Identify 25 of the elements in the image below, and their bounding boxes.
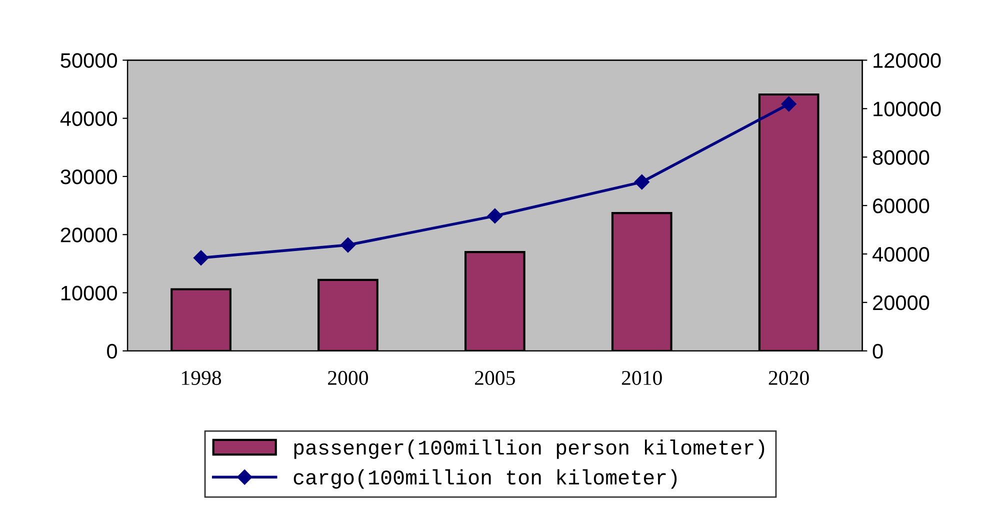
y2-tick-label: 120000 [874, 53, 941, 68]
y-tick-label: 40000 [60, 111, 117, 126]
y2-tick-label: 60000 [873, 198, 930, 214]
y-tick-label: 10000 [61, 286, 117, 300]
point [634, 174, 650, 190]
legend-label: passenger(100million person kilometer) [294, 439, 764, 459]
y2-tick-label: 0 [872, 344, 883, 359]
y2-tick-label: 40000 [872, 246, 930, 262]
x-tick-label: 2005 [474, 370, 515, 385]
point [340, 237, 356, 253]
y2-tick-label: 20000 [873, 295, 930, 310]
y2-tick-label: 80000 [872, 150, 930, 165]
y2-tick-label: 100000 [874, 102, 941, 116]
y-tick-label: 20000 [60, 228, 117, 242]
y-tick-label: 30000 [60, 169, 117, 184]
point [781, 96, 796, 112]
x-tick-label: 2020 [768, 370, 809, 385]
y-tick-label: 50000 [60, 53, 117, 68]
y-tick-label: 0 [107, 344, 117, 359]
x-tick-label: 2010 [622, 370, 662, 385]
point [487, 208, 502, 224]
point [193, 250, 209, 266]
x-tick-label: 1998 [182, 370, 222, 385]
legend-label: cargo(100million ton kilometer) [294, 469, 677, 489]
x-tick-label: 2000 [328, 370, 368, 385]
